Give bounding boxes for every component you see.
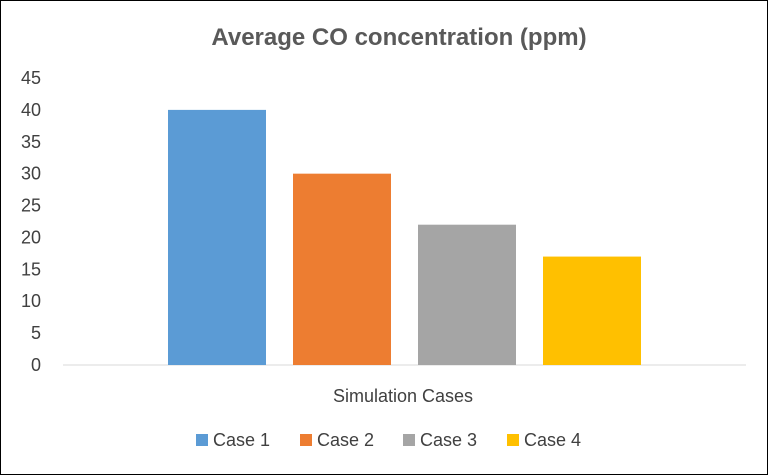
- legend-swatch: [300, 434, 312, 446]
- y-tick-label: 0: [31, 355, 41, 375]
- y-tick-label: 30: [21, 164, 41, 184]
- y-tick-label: 35: [21, 132, 41, 152]
- y-tick-label: 10: [21, 291, 41, 311]
- bar-case-2: [293, 173, 391, 365]
- legend-swatch: [403, 434, 415, 446]
- legend-swatch: [507, 434, 519, 446]
- y-axis-ticks: 0 5 10 15 20 25 30 35 40 45: [21, 68, 41, 375]
- y-tick-label: 20: [21, 227, 41, 247]
- y-tick-label: 45: [21, 68, 41, 88]
- bar-case-3: [418, 224, 516, 365]
- y-tick-label: 5: [31, 323, 41, 343]
- legend-label: Case 1: [213, 430, 270, 450]
- legend-label: Case 3: [420, 430, 477, 450]
- legend: Case 1 Case 2 Case 3 Case 4: [196, 430, 581, 450]
- x-axis-title: Simulation Cases: [333, 386, 473, 406]
- chart-title: Average CO concentration (ppm): [211, 24, 586, 51]
- y-tick-label: 15: [21, 259, 41, 279]
- legend-label: Case 4: [524, 430, 581, 450]
- bar-case-4: [543, 256, 641, 365]
- bars: [168, 109, 641, 365]
- y-tick-label: 40: [21, 100, 41, 120]
- legend-label: Case 2: [317, 430, 374, 450]
- y-tick-label: 25: [21, 196, 41, 216]
- legend-swatch: [196, 434, 208, 446]
- bar-case-1: [168, 109, 266, 365]
